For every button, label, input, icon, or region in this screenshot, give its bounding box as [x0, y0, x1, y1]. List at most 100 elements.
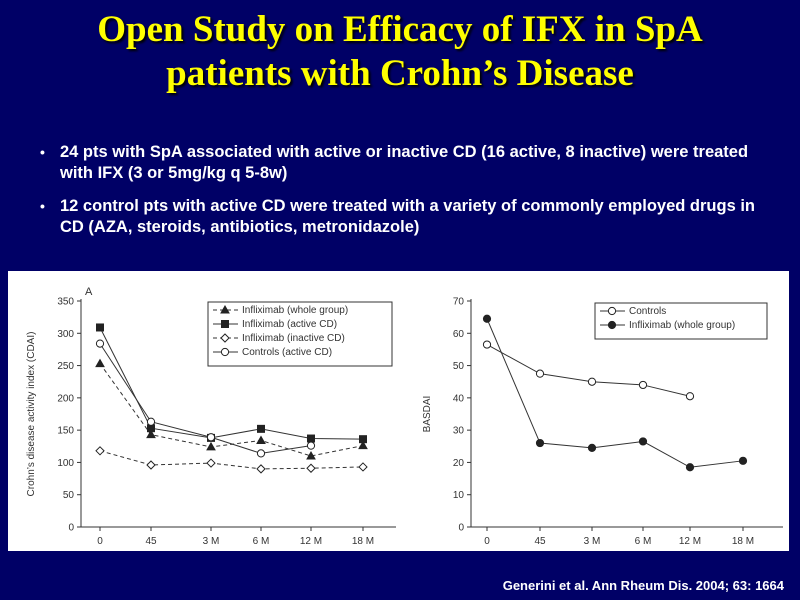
bullet-text: 12 control pts with active CD were treat… [60, 197, 755, 236]
basdai-y-tick-label: 40 [453, 393, 465, 404]
basdai-y-tick-label: 0 [458, 523, 464, 534]
basdai-legend-label: Infliximab (whole group) [629, 320, 735, 331]
basdai-data-point [535, 369, 545, 378]
cdai-series-line [99, 327, 364, 440]
cdai-data-point [256, 435, 266, 444]
cdai-y-tick-label: 350 [57, 297, 74, 308]
basdai-y-axis-label: BASDAI [422, 396, 433, 433]
cdai-data-point [146, 417, 156, 426]
basdai-series-line [486, 318, 744, 468]
cdai-data-point [146, 460, 156, 470]
cdai-x-tick-label: 6 M [253, 536, 270, 547]
basdai-series-line [486, 344, 691, 397]
slide-title: Open Study on Efficacy of IFX in SpA pat… [0, 8, 800, 96]
basdai-x-tick-label: 6 M [635, 536, 652, 547]
cdai-y-tick-label: 50 [63, 490, 75, 501]
basdai-legend-box [594, 302, 768, 340]
cdai-data-point [206, 441, 216, 451]
cdai-y-tick-label: 250 [57, 361, 74, 372]
basdai-data-point [587, 377, 597, 386]
bullet-item: • 12 control pts with active CD were tre… [38, 196, 758, 238]
cdai-data-point [306, 441, 316, 450]
cdai-data-point [256, 449, 266, 458]
cdai-y-axis-label: Crohn’s disease activity index (CDAI) [26, 332, 37, 497]
cdai-chart: 0 50 100 150 200 250 300 350 0 45 3 M 6 M 12 M 18 M Cr… [26, 286, 396, 547]
cdai-legend-marker [221, 320, 229, 328]
basdai-series-1 [482, 314, 748, 472]
bullet-dot-icon: • [40, 144, 45, 160]
cdai-data-point [358, 462, 368, 472]
citation: Generini et al. Ann Rheum Dis. 2004; 63:… [502, 578, 784, 593]
basdai-legend-label: Controls [629, 306, 666, 317]
basdai-y-tick-label: 10 [453, 490, 465, 501]
cdai-series-2 [95, 446, 368, 474]
cdai-data-point [206, 458, 216, 468]
basdai-x-tick-label: 45 [534, 536, 546, 547]
basdai-x-tick-label: 3 M [584, 536, 601, 547]
cdai-data-point [146, 429, 156, 439]
basdai-legend-marker [607, 320, 617, 330]
basdai-x-tick-label: 0 [484, 536, 490, 547]
title-line-2: patients with Crohn’s Disease [166, 53, 634, 94]
cdai-data-point [206, 433, 216, 442]
cdai-y-tick-label: 200 [57, 393, 74, 404]
basdai-data-point [482, 314, 492, 323]
basdai-legend: Controls Infliximab (whole group) [594, 302, 768, 340]
basdai-y-tick-label: 30 [453, 426, 465, 437]
title-line-1: Open Study on Efficacy of IFX in SpA [97, 9, 703, 50]
cdai-data-point [95, 446, 105, 456]
basdai-data-point [638, 437, 648, 446]
basdai-data-point [738, 456, 748, 465]
cdai-data-point [359, 435, 367, 444]
cdai-data-point [96, 323, 104, 332]
cdai-legend-marker [220, 333, 230, 343]
cdai-legend-label: Infliximab (whole group) [242, 305, 348, 316]
cdai-panel-label: A [85, 286, 93, 298]
basdai-series-0 [482, 340, 695, 401]
basdai-x-tick-label: 12 M [679, 536, 701, 547]
cdai-y-tick-label: 300 [57, 329, 74, 340]
basdai-y-tick-label: 20 [453, 458, 465, 469]
basdai-y-tick-label: 70 [453, 297, 465, 308]
cdai-x-tick-label: 45 [145, 536, 157, 547]
cdai-x-tick-label: 3 M [203, 536, 220, 547]
cdai-series-line [99, 450, 364, 470]
basdai-data-point [482, 340, 492, 349]
basdai-data-point [685, 392, 695, 401]
cdai-x-tick-label: 0 [97, 536, 103, 547]
basdai-x-tick-label: 18 M [732, 536, 754, 547]
cdai-data-point [95, 339, 105, 348]
cdai-data-point [256, 464, 266, 474]
basdai-data-point [587, 443, 597, 452]
basdai-chart: 0 10 20 30 40 50 60 70 0 45 3 M 6 M 12 M 18 M BASDAI Co… [422, 297, 783, 547]
basdai-data-point [685, 463, 695, 472]
cdai-legend-box [207, 301, 393, 367]
cdai-x-tick-label: 18 M [352, 536, 374, 547]
cdai-legend-label: Infliximab (active CD) [242, 319, 337, 330]
bullet-item: • 24 pts with SpA associated with active… [38, 142, 758, 184]
basdai-y-tick-label: 50 [453, 361, 465, 372]
cdai-series-line [99, 363, 364, 457]
basdai-data-point [638, 380, 648, 390]
cdai-data-point [358, 440, 368, 450]
basdai-legend-marker [607, 306, 617, 316]
cdai-y-tick-label: 0 [68, 523, 74, 534]
basdai-data-point [535, 438, 545, 448]
cdai-legend-label: Controls (active CD) [242, 347, 332, 358]
cdai-data-point [307, 434, 315, 443]
bullet-text: 24 pts with SpA associated with active o… [60, 143, 749, 182]
cdai-legend-marker [220, 304, 230, 314]
bullet-dot-icon: • [40, 198, 45, 214]
bullet-list: • 24 pts with SpA associated with active… [38, 142, 758, 250]
cdai-legend-marker [220, 347, 230, 357]
cdai-series-3 [95, 339, 316, 458]
cdai-legend-label: Infliximab (inactive CD) [242, 333, 345, 344]
cdai-x-tick-label: 12 M [300, 536, 322, 547]
cdai-data-point [306, 463, 316, 473]
cdai-y-tick-label: 100 [57, 458, 74, 469]
cdai-legend: Infliximab (whole group) Infliximab (acti… [207, 301, 393, 367]
cdai-series-0 [95, 358, 368, 460]
cdai-data-point [306, 450, 316, 460]
cdai-y-tick-label: 150 [57, 426, 74, 437]
